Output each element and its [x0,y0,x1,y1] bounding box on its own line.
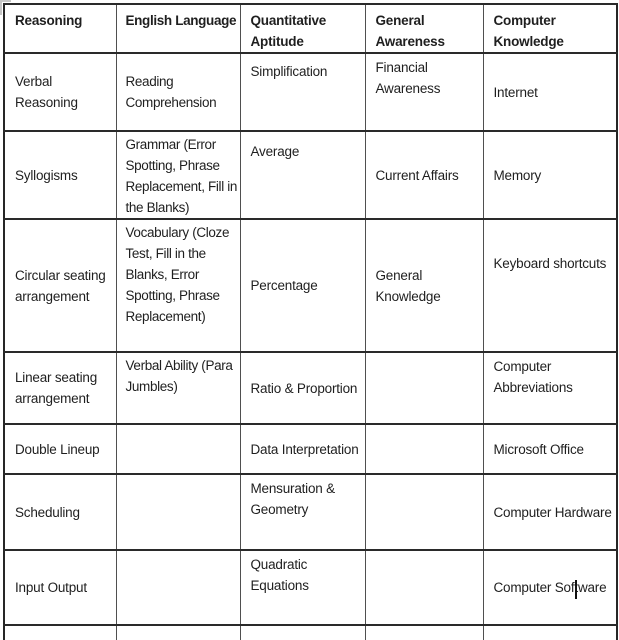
header-cell-general-awareness[interactable]: General Awareness [364,3,484,54]
table-cell[interactable]: Syllogisms [3,130,117,220]
table-cell[interactable] [239,624,366,640]
header-cell-quantitative-aptitude[interactable]: Quantitative Aptitude [239,3,366,54]
table-cell[interactable]: Data Interpretation [239,423,366,475]
table-cell[interactable]: Input Output [3,549,117,626]
table-cell[interactable] [115,624,241,640]
table-cell[interactable]: Vocabulary (Cloze Test, Fill in the Blan… [115,218,241,353]
table-cell[interactable]: Ratio & Proportion [239,351,366,425]
table-cell[interactable] [364,423,484,475]
table-cell[interactable]: Mensuration & Geometry [239,473,366,551]
table-cell[interactable]: Current Affairs [364,130,484,220]
table-cell[interactable]: Linear seating arrangement [3,351,117,425]
table-cell[interactable]: Double Lineup [3,423,117,475]
table-cell[interactable]: Scheduling [3,473,117,551]
table-cell[interactable] [115,423,241,475]
table-row: Syllogisms Grammar (Error Spotting, Phra… [3,130,618,220]
table-cell[interactable] [364,624,484,640]
table-row: Input Output Quadratic Equations Compute… [3,549,618,626]
table-row: Scheduling Mensuration & Geometry Comput… [3,473,618,551]
table-cell[interactable]: General Knowledge [364,218,484,353]
table-cell[interactable]: Reading Comprehension [115,52,241,132]
table-cell[interactable]: Computer Abbreviations [482,351,618,425]
table-row: Double Lineup Data Interpretation Micros… [3,423,618,475]
header-cell-reasoning[interactable]: Reasoning [3,3,117,54]
table-cell[interactable]: Percentage [239,218,366,353]
header-row: Reasoning English Language Quantitative … [3,3,618,54]
table-cell[interactable] [115,549,241,626]
table-cell[interactable]: Verbal Ability (Para Jumbles) [115,351,241,425]
table-cell[interactable]: Average [239,130,366,220]
table-cell[interactable] [3,624,117,640]
table-cell[interactable]: Computer Hardware [482,473,618,551]
table-cell[interactable]: Memory [482,130,618,220]
table-cell[interactable]: Quadratic Equations [239,549,366,626]
table-cell[interactable]: Grammar (Error Spotting, Phrase Replacem… [115,130,241,220]
table-cell[interactable] [364,473,484,551]
header-cell-computer-knowledge[interactable]: Computer Knowledge [482,3,618,54]
table-cell[interactable]: Financial Awareness [364,52,484,132]
table-cell[interactable]: Internet [482,52,618,132]
table-cell[interactable] [482,624,618,640]
table-row: Linear seating arrangement Verbal Abilit… [3,351,618,425]
table-move-handle-partial [0,0,11,15]
table-cell[interactable]: Simplification [239,52,366,132]
table-cell[interactable]: Verbal Reasoning [3,52,117,132]
header-cell-english-language[interactable]: English Language [115,3,241,54]
table-cell[interactable] [364,549,484,626]
table-row: Verbal Reasoning Reading Comprehension S… [3,52,618,132]
exam-syllabus-table: Reasoning English Language Quantitative … [3,3,618,640]
table-cell[interactable]: Microsoft Office [482,423,618,475]
table-cell[interactable]: Computer Software [482,549,618,626]
table-cell[interactable]: Keyboard shortcuts [482,218,618,353]
table-cell[interactable]: Circular seating arrangement [3,218,117,353]
table-row: Circular seating arrangement Vocabulary … [3,218,618,353]
table-row-partial [3,624,618,640]
table-cell[interactable] [115,473,241,551]
text-cursor [575,580,577,599]
table-cell[interactable] [364,351,484,425]
